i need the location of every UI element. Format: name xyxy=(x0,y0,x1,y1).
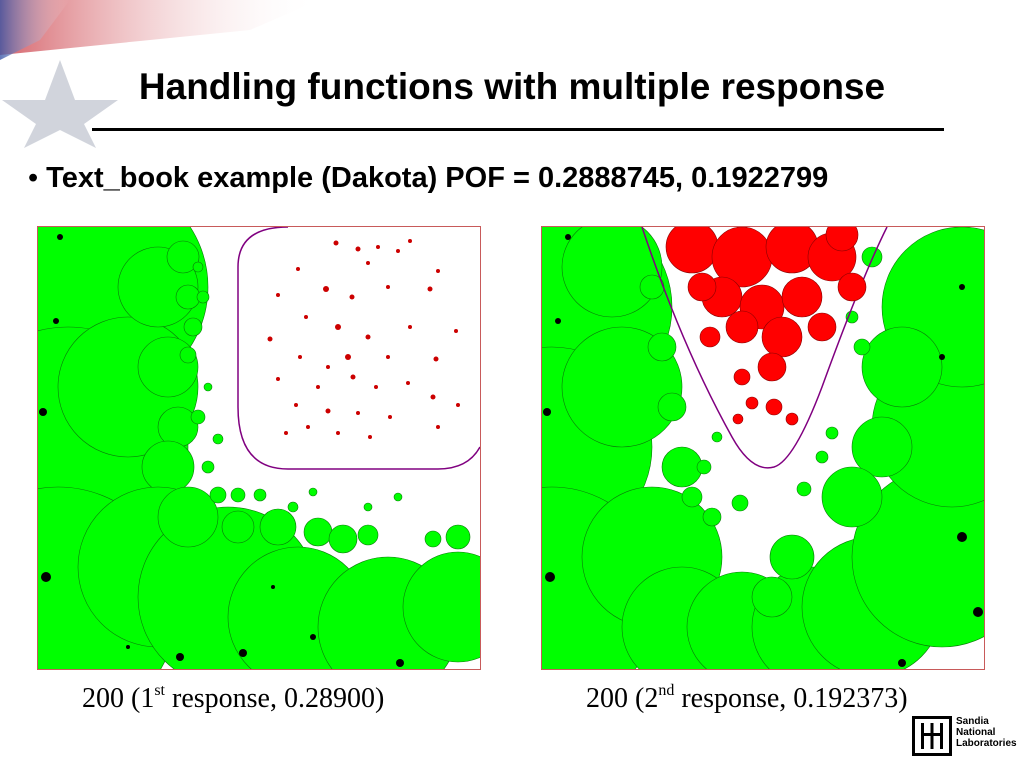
failure-sample-circles xyxy=(665,227,867,426)
plot-panel-second-response xyxy=(541,226,985,670)
star-banner-graphic xyxy=(0,0,320,148)
title-divider xyxy=(92,128,944,131)
limit-state-boundary xyxy=(237,227,480,470)
failure-sample-points xyxy=(267,239,460,439)
limit-state-boundary-2 xyxy=(641,227,888,469)
sandia-thunderbird-icon xyxy=(912,716,952,756)
bullet-item: • Text_book example (Dakota) POF = 0.2888… xyxy=(28,162,828,195)
safe-sample-circles-2 xyxy=(542,227,984,669)
sandia-logo: Sandia National Laboratories xyxy=(912,716,1024,768)
panel-caption-2: 200 (2nd response, 0.192373) xyxy=(586,682,908,714)
star-icon xyxy=(2,60,118,148)
logo-wordmark: Sandia National Laboratories xyxy=(956,716,1017,749)
panel-caption-1: 200 (1st response, 0.28900) xyxy=(82,682,385,714)
sample-plot-1 xyxy=(38,227,480,669)
sample-plot-2 xyxy=(542,227,984,669)
bullet-dot-icon: • xyxy=(28,162,39,194)
bullet-text: Text_book example (Dakota) POF = 0.28887… xyxy=(46,162,829,194)
slide-title: Handling functions with multiple respons… xyxy=(138,66,886,107)
black-sample-points-2 xyxy=(543,234,983,667)
plot-panel-first-response xyxy=(37,226,481,670)
safe-sample-circles xyxy=(38,227,480,669)
black-sample-points xyxy=(39,234,404,667)
